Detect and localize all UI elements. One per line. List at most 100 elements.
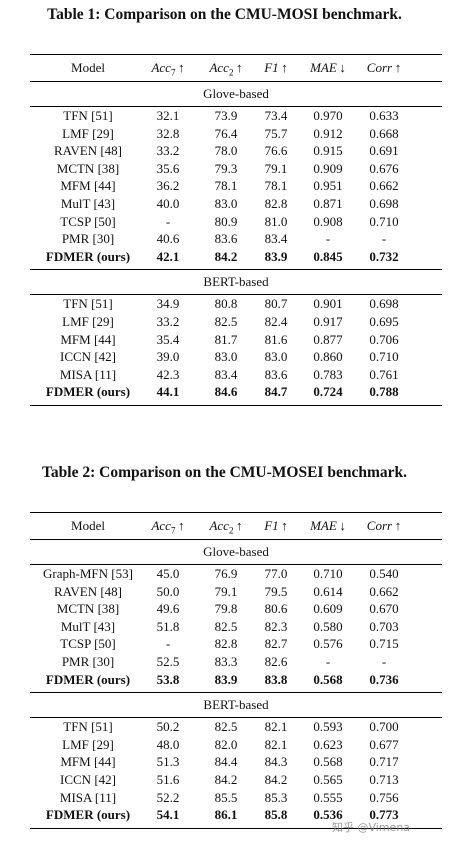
metric-value: 0.917 [313, 313, 343, 329]
header-corr-arrow: ↑ [394, 518, 402, 533]
bottom-rule [30, 827, 442, 829]
model-name: MISA [11] [59, 789, 117, 805]
metric-value: 0.662 [369, 178, 399, 194]
header-acc2-label: Acc [209, 60, 229, 75]
section-rule [30, 81, 442, 82]
metric-value: 79.5 [264, 583, 288, 599]
header-corr: Corr ↑ [324, 518, 444, 534]
bottom-rule [30, 404, 442, 406]
model-name: MCTN [38] [56, 601, 120, 617]
metric-value: 0.576 [313, 636, 343, 652]
header-acc7-subscript: 7 [170, 525, 176, 536]
metric-value: 84.7 [264, 384, 288, 400]
header-mae: MAE ↓ [268, 518, 388, 534]
model-name: MFM [44] [60, 178, 116, 194]
header-mae-label: MAE [310, 60, 337, 75]
metric-value: 84.4 [214, 754, 238, 770]
model-name: ICCN [42] [60, 771, 116, 787]
header-acc7-arrow: ↑ [178, 518, 185, 533]
metric-value: 0.909 [313, 160, 343, 176]
table-row: TCSP [50] - 80.9 81.0 0.908 0.710 [30, 213, 442, 231]
table-row: RAVEN [48] 50.0 79.1 79.5 0.614 0.662 [30, 583, 442, 601]
metric-value: 0.609 [313, 601, 343, 617]
metric-value: 0.788 [369, 384, 399, 400]
section-title: Glove-based [203, 86, 269, 101]
metric-value: 51.8 [156, 618, 180, 634]
model-name: RAVEN [48] [53, 583, 122, 599]
metric-value: 82.3 [264, 618, 288, 634]
metric-value: 0.713 [369, 771, 399, 787]
table-row: Graph-MFN [53] 45.0 76.9 77.0 0.710 0.540 [30, 565, 442, 583]
metric-value: 0.670 [369, 601, 399, 617]
metric-value: 0.908 [313, 213, 343, 229]
metric-value: 0.676 [369, 160, 399, 176]
table-row: LMF [29] 33.2 82.5 82.4 0.917 0.695 [30, 313, 442, 331]
header-acc2-subscript: 2 [228, 525, 234, 536]
metric-value: 50.0 [156, 583, 180, 599]
metric-value: 0.695 [369, 313, 399, 329]
metric-value: 0.698 [369, 296, 399, 312]
table-row: LMF [29] 32.8 76.4 75.7 0.912 0.668 [30, 125, 442, 143]
metric-value: 84.2 [214, 771, 238, 787]
header-corr-label: Corr [366, 518, 393, 533]
metric-value: 85.5 [214, 789, 238, 805]
metric-value: 82.6 [264, 653, 288, 669]
section-rule [30, 269, 442, 271]
metric-value: 0.710 [313, 566, 343, 581]
metric-value: 0.717 [369, 754, 399, 770]
model-name: FDMER (ours) [45, 671, 131, 687]
metric-value: 0.662 [369, 583, 399, 599]
metric-value: 39.0 [156, 349, 180, 365]
model-name: Graph-MFN [53] [43, 566, 133, 581]
model-name: MulT [43] [60, 618, 116, 634]
metric-value: 40.0 [156, 195, 180, 211]
header-acc7-subscript: 7 [170, 67, 176, 78]
top-rule [30, 512, 442, 513]
header-acc2-arrow: ↑ [236, 60, 243, 75]
metric-value: 0.700 [369, 719, 399, 735]
metric-value: 0.580 [313, 618, 343, 634]
metric-value: 34.9 [156, 296, 180, 312]
metric-value: 0.698 [369, 195, 399, 211]
header-mae-label: MAE [310, 518, 337, 533]
metric-value: - [381, 231, 387, 247]
metric-value: 82.8 [264, 195, 288, 211]
section-rule [30, 106, 442, 107]
metric-value: 0.756 [369, 789, 399, 805]
metric-value: 0.565 [313, 771, 343, 787]
header-corr-arrow: ↑ [394, 60, 402, 75]
metric-value: 84.2 [214, 248, 238, 264]
metric-value: 0.724 [313, 384, 343, 400]
metric-value: 83.6 [214, 231, 238, 247]
metric-value: 52.2 [156, 789, 180, 805]
model-name: LMF [29] [62, 313, 114, 329]
header-acc2-label: Acc [209, 518, 229, 533]
table-row: MFM [44] 36.2 78.1 78.1 0.951 0.662 [30, 177, 442, 195]
section-rule [30, 692, 442, 694]
model-name: TFN [51] [63, 108, 113, 123]
metric-value: 0.614 [313, 583, 343, 599]
table-row: MISA [11] 52.2 85.5 85.3 0.555 0.756 [30, 789, 442, 807]
model-name: LMF [29] [62, 125, 114, 141]
metric-value: 81.0 [264, 213, 288, 229]
metric-value: 48.0 [156, 736, 180, 752]
metric-value: 79.3 [214, 160, 238, 176]
metric-value: 73.4 [264, 108, 288, 123]
metric-value: 86.1 [214, 807, 238, 823]
metric-value: 51.3 [156, 754, 180, 770]
metric-value: 49.6 [156, 601, 180, 617]
header-acc2: Acc2 ↑ [166, 518, 286, 536]
metric-value: 78.1 [214, 178, 238, 194]
metric-value: 82.1 [264, 736, 288, 752]
header-row: Model Acc7 ↑ Acc2 ↑ F1 ↑ MAE ↓ Corr ↑ [30, 513, 442, 539]
metric-value: 81.7 [214, 331, 238, 347]
metric-value: 0.691 [369, 143, 399, 159]
metric-value: 0.710 [369, 213, 399, 229]
metric-value: 40.6 [156, 231, 180, 247]
metric-value: 0.773 [369, 807, 399, 823]
metric-value: 0.568 [313, 671, 343, 687]
metric-value: 83.0 [214, 195, 238, 211]
metric-value: 0.860 [313, 349, 343, 365]
metric-value: 75.7 [264, 125, 288, 141]
section-title: Glove-based [203, 544, 269, 559]
